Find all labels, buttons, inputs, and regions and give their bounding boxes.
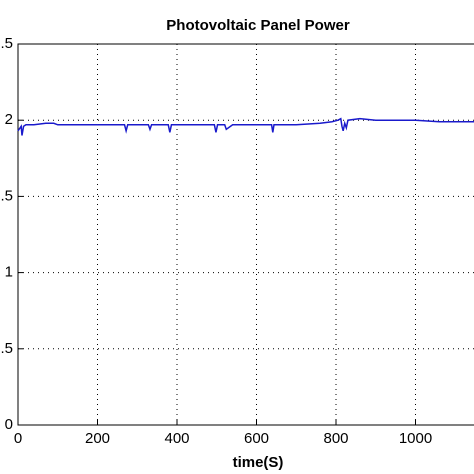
x-tick-label: 600 xyxy=(244,430,269,447)
x-axis-label: time(S) xyxy=(233,454,284,471)
y-tick-label: 0.5 xyxy=(0,340,13,357)
y-tick-label: 0 xyxy=(5,416,13,433)
y-tick-label: 1 xyxy=(5,264,13,281)
y-tick-label: 2 xyxy=(5,111,13,128)
x-tick-label: 400 xyxy=(164,430,189,447)
chart-title: Photovoltaic Panel Power xyxy=(166,17,350,34)
plot-area xyxy=(17,43,474,426)
x-tick-label: 1000 xyxy=(399,430,432,447)
y-tick-label: 1.5 xyxy=(0,187,13,204)
x-tick-label: 800 xyxy=(323,430,348,447)
line-series xyxy=(17,117,474,136)
x-tick-label: 200 xyxy=(85,430,110,447)
x-tick-label: 0 xyxy=(14,430,22,447)
y-tick-label: 2.5 xyxy=(0,35,13,52)
